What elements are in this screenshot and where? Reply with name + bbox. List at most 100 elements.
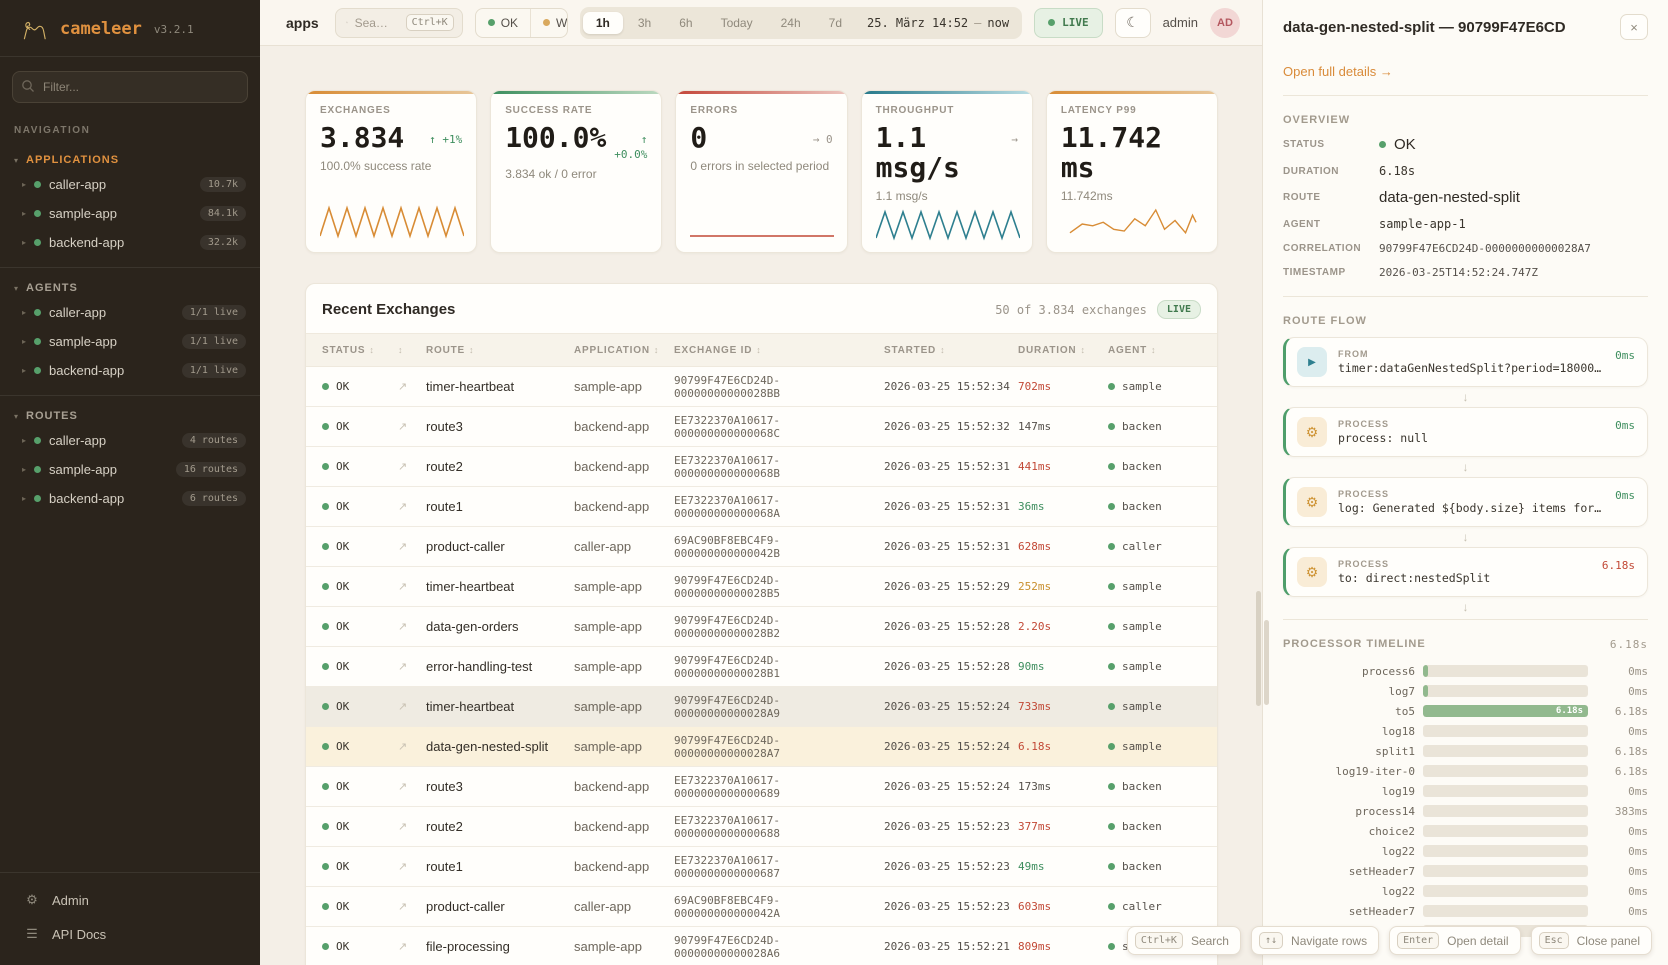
filter-warn-button[interactable]: Warn: [531, 9, 567, 37]
range-24h-button[interactable]: 24h: [780, 15, 801, 30]
filter-input[interactable]: [12, 71, 248, 103]
table-row[interactable]: OK ↗ route2 backend-app EE7322370A10617-…: [306, 807, 1217, 847]
timeline-row[interactable]: log22 0ms: [1283, 841, 1648, 861]
open-exchange-icon[interactable]: ↗: [398, 421, 408, 433]
open-exchange-icon[interactable]: ↗: [398, 821, 408, 833]
sidebar-item-application[interactable]: ▸ sample-app 84.1k: [0, 199, 260, 228]
sidebar-item-application[interactable]: ▸ backend-app 32.2k: [0, 228, 260, 257]
open-exchange-icon[interactable]: ↗: [398, 501, 408, 513]
open-exchange-icon[interactable]: ↗: [398, 581, 408, 593]
open-exchange-icon[interactable]: ↗: [398, 701, 408, 713]
open-exchange-icon[interactable]: ↗: [398, 661, 408, 673]
step-endpoint: log: Generated ${body.size} items for ne…: [1338, 501, 1604, 515]
column-started[interactable]: STARTED ↕: [884, 344, 946, 356]
timeline-row[interactable]: to5 6.18s 6.18s: [1283, 701, 1648, 721]
column-status[interactable]: STATUS ↕: [322, 344, 375, 356]
open-exchange-icon[interactable]: ↗: [398, 621, 408, 633]
table-row[interactable]: OK ↗ file-processing sample-app 90799F47…: [306, 927, 1217, 965]
column-link[interactable]: ↕: [398, 345, 426, 355]
stat-card-success-rate[interactable]: SUCCESS RATE 100.0% ↑ +0.0% 3.834 ok / 0…: [490, 90, 663, 253]
column-agent[interactable]: AGENT ↕: [1108, 344, 1157, 356]
route-flow-step[interactable]: PROCESS process: null 0ms: [1283, 407, 1648, 457]
timeline-row[interactable]: log22 0ms: [1283, 881, 1648, 901]
open-exchange-icon[interactable]: ↗: [398, 941, 408, 953]
search-box[interactable]: Ctrl+K: [334, 7, 463, 38]
timeline-row[interactable]: choice2 0ms: [1283, 821, 1648, 841]
timeline-row[interactable]: process6 0ms: [1283, 661, 1648, 681]
section-header-applications[interactable]: ▾ APPLICATIONS: [0, 146, 260, 170]
sidebar-item-route[interactable]: ▸ sample-app 16 routes: [0, 455, 260, 484]
column-duration[interactable]: DURATION ↕: [1018, 344, 1086, 356]
filter-ok-button[interactable]: OK: [476, 8, 532, 37]
section-header-routes[interactable]: ▾ ROUTES: [0, 402, 260, 426]
route-flow-step[interactable]: FROM timer:dataGenNestedSplit?period=180…: [1283, 337, 1648, 387]
range-6h-button[interactable]: 6h: [679, 15, 693, 30]
application-cell: sample-app: [574, 659, 642, 674]
timeline-row[interactable]: log18 0ms: [1283, 721, 1648, 741]
stat-card-errors[interactable]: ERRORS 0 → 0 0 errors in selected period: [675, 90, 848, 253]
agent-dot: [1108, 903, 1115, 910]
route-flow-step[interactable]: PROCESS to: direct:nestedSplit 6.18s: [1283, 547, 1648, 597]
table-row[interactable]: OK ↗ product-caller caller-app 69AC90BF8…: [306, 527, 1217, 567]
arrow-down-icon: ↓: [1462, 390, 1469, 404]
range-7d-button[interactable]: 7d: [828, 15, 842, 30]
open-exchange-icon[interactable]: ↗: [398, 901, 408, 913]
sidebar-item-agent[interactable]: ▸ backend-app 1/1 live: [0, 356, 260, 385]
avatar[interactable]: AD: [1210, 7, 1240, 38]
timeline-row[interactable]: process14 383ms: [1283, 801, 1648, 821]
sidebar-item-admin[interactable]: ⚙ Admin: [0, 883, 260, 917]
table-row[interactable]: OK ↗ route1 backend-app EE7322370A10617-…: [306, 487, 1217, 527]
table-row[interactable]: OK ↗ data-gen-orders sample-app 90799F47…: [306, 607, 1217, 647]
timeline-row[interactable]: log19-iter-0 6.18s: [1283, 761, 1648, 781]
stat-card-latency[interactable]: LATENCY P99 11.742 ms 11.742ms: [1045, 90, 1219, 253]
stat-subtext: 1.1 msg/s: [875, 189, 928, 204]
column-exchange-id[interactable]: EXCHANGE ID ↕: [674, 344, 762, 356]
table-row[interactable]: OK ↗ timer-heartbeat sample-app 90799F47…: [306, 567, 1217, 607]
live-button[interactable]: LIVE: [1034, 7, 1103, 38]
panel-scrollbar[interactable]: [1264, 620, 1269, 705]
sidebar-item-agent[interactable]: ▸ sample-app 1/1 live: [0, 327, 260, 356]
sidebar-item-agent[interactable]: ▸ caller-app 1/1 live: [0, 298, 260, 327]
table-row[interactable]: OK ↗ route3 backend-app EE7322370A10617-…: [306, 407, 1217, 447]
timeline-row[interactable]: setHeader7 0ms: [1283, 901, 1648, 921]
timeline-row[interactable]: setHeader7 0ms: [1283, 861, 1648, 881]
open-full-details-link[interactable]: Open full details →: [1283, 64, 1393, 79]
timeline-row[interactable]: log7 0ms: [1283, 681, 1649, 701]
open-exchange-icon[interactable]: ↗: [398, 541, 408, 553]
timeline-row[interactable]: log19 0ms: [1283, 781, 1648, 801]
stat-card-exchanges[interactable]: EXCHANGES 3.834 ↑ +1% 100.0% success rat…: [305, 90, 478, 253]
table-column-headers: STATUS ↕ ↕ ROUTE ↕ APPLICATION ↕ EXCHANGE I…: [306, 333, 1217, 367]
range-3h-button[interactable]: 3h: [637, 15, 652, 30]
range-1h-button[interactable]: 1h: [582, 11, 623, 34]
timeline-row[interactable]: split1 6.18s: [1283, 741, 1648, 761]
processor-name: log18: [1381, 724, 1415, 738]
search-input[interactable]: [354, 15, 399, 30]
table-row[interactable]: OK ↗ error-handling-test sample-app 9079…: [306, 647, 1217, 687]
route-flow-step[interactable]: PROCESS log: Generated ${body.size} item…: [1283, 477, 1648, 527]
open-exchange-icon[interactable]: ↗: [398, 781, 408, 793]
table-row[interactable]: OK ↗ route2 backend-app EE7322370A10617-…: [306, 447, 1217, 487]
theme-toggle[interactable]: ☾: [1114, 7, 1151, 38]
table-row[interactable]: OK ↗ timer-heartbeat sample-app 90799F47…: [306, 367, 1217, 407]
close-panel-button[interactable]: ×: [1620, 14, 1648, 40]
column-route[interactable]: ROUTE ↕: [426, 344, 475, 356]
table-row[interactable]: OK ↗ route3 backend-app EE7322370A10617-…: [306, 767, 1217, 807]
main-scrollbar[interactable]: [1256, 591, 1261, 706]
open-exchange-icon[interactable]: ↗: [398, 741, 408, 753]
section-header-agents[interactable]: ▾ AGENTS: [0, 274, 260, 298]
open-exchange-icon[interactable]: ↗: [398, 861, 408, 873]
sidebar-item-application[interactable]: ▸ caller-app 10.7k: [0, 170, 260, 199]
table-row[interactable]: OK ↗ product-caller caller-app 69AC90BF8…: [306, 887, 1217, 927]
column-application[interactable]: APPLICATION ↕: [574, 344, 660, 356]
stat-card-throughput[interactable]: THROUGHPUT 1.1 msg/s → 1.1 msg/s: [860, 90, 1033, 253]
range-today-button[interactable]: Today: [720, 15, 753, 30]
date-range[interactable]: 25. März 14:52— now: [867, 15, 1010, 30]
sidebar-item-route[interactable]: ▸ backend-app 6 routes: [0, 484, 260, 513]
sidebar-item-api-docs[interactable]: ☰ API Docs: [0, 917, 260, 951]
table-row[interactable]: OK ↗ data-gen-nested-split sample-app 90…: [306, 727, 1217, 767]
open-exchange-icon[interactable]: ↗: [398, 461, 408, 473]
sidebar-item-route[interactable]: ▸ caller-app 4 routes: [0, 426, 260, 455]
open-exchange-icon[interactable]: ↗: [398, 381, 408, 393]
table-row[interactable]: OK ↗ timer-heartbeat sample-app 90799F47…: [306, 687, 1217, 727]
table-row[interactable]: OK ↗ route1 backend-app EE7322370A10617-…: [306, 847, 1217, 887]
